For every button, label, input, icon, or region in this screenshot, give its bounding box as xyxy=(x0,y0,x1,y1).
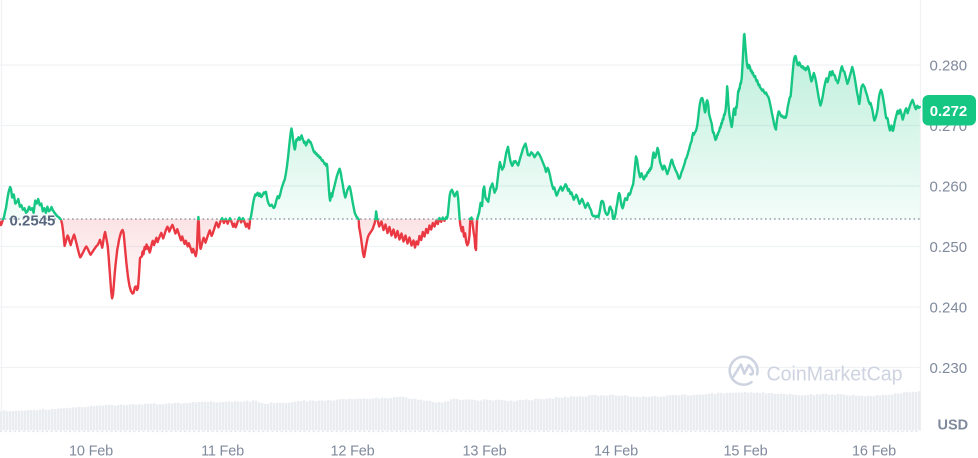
svg-text:15 Feb: 15 Feb xyxy=(724,444,768,458)
svg-text:0.240: 0.240 xyxy=(930,300,968,317)
svg-text:13 Feb: 13 Feb xyxy=(463,444,507,458)
svg-text:USD: USD xyxy=(938,418,969,434)
svg-text:0.250: 0.250 xyxy=(930,239,968,256)
svg-text:0.230: 0.230 xyxy=(930,360,968,377)
svg-text:12 Feb: 12 Feb xyxy=(331,444,375,458)
svg-text:0.2545: 0.2545 xyxy=(10,213,56,230)
svg-text:14 Feb: 14 Feb xyxy=(594,444,638,458)
svg-text:0.260: 0.260 xyxy=(930,179,968,196)
svg-text:10 Feb: 10 Feb xyxy=(69,444,113,458)
svg-text:0.280: 0.280 xyxy=(930,58,968,75)
svg-text:11 Feb: 11 Feb xyxy=(201,444,244,458)
svg-text:CoinMarketCap: CoinMarketCap xyxy=(767,364,903,386)
svg-text:16 Feb: 16 Feb xyxy=(852,444,896,458)
svg-text:0.272: 0.272 xyxy=(930,103,968,120)
